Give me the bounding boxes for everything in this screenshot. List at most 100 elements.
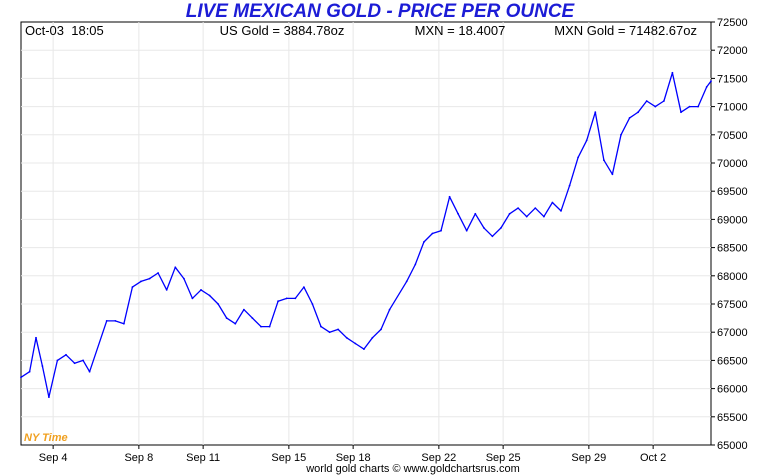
timezone-label: NY Time (24, 432, 68, 444)
y-tick-label: 72000 (717, 45, 748, 57)
data-point (225, 317, 228, 319)
data-point (217, 303, 220, 305)
data-point (551, 201, 554, 204)
data-point (191, 297, 194, 300)
data-point (354, 342, 357, 345)
data-point (294, 297, 297, 300)
y-tick-label: 68500 (717, 243, 748, 255)
data-point (320, 325, 322, 328)
y-tick-label: 66000 (717, 384, 748, 396)
data-point (560, 210, 562, 212)
data-point (405, 280, 408, 283)
series-layer (20, 71, 712, 398)
x-tick-label: Sep 22 (421, 452, 456, 464)
y-tick-label: 69000 (717, 214, 748, 226)
data-point (303, 286, 305, 288)
y-tick-label: 69500 (717, 186, 748, 198)
data-point (311, 303, 314, 305)
x-tick-label: Sep 25 (486, 452, 521, 464)
data-point (183, 277, 185, 280)
data-point (508, 212, 511, 215)
x-tick-label: Sep 18 (336, 452, 371, 464)
data-point (35, 336, 37, 339)
data-point (628, 117, 631, 119)
data-point (465, 229, 468, 232)
y-tick-label: 70000 (717, 158, 748, 170)
data-point (251, 317, 254, 319)
y-tick-label: 68000 (717, 271, 748, 283)
y-tick-label: 70500 (717, 130, 748, 142)
data-point (20, 376, 22, 379)
data-point (637, 111, 639, 114)
mxn-rate-readout: MXN = 18.4007 (415, 23, 506, 38)
data-point (697, 105, 699, 108)
grid-lines (21, 22, 711, 445)
x-tick-label: Sep 11 (186, 452, 220, 464)
data-point (337, 328, 339, 331)
plot-area (20, 21, 712, 446)
data-point (157, 272, 160, 274)
x-tick-label: Sep 29 (571, 452, 606, 464)
credit-line: world gold charts © www.goldchartsrus.co… (305, 463, 520, 475)
data-point (165, 289, 168, 291)
data-point (28, 370, 31, 373)
data-point (41, 365, 44, 367)
data-point (525, 215, 528, 218)
data-point (388, 308, 391, 311)
y-tick-label: 71500 (717, 73, 748, 85)
data-point (688, 105, 691, 108)
datetime-label: Oct-03 18:05 (25, 23, 104, 38)
y-tick-label: 67000 (717, 327, 748, 339)
data-point (474, 212, 477, 215)
x-tick-label: Sep 4 (39, 452, 68, 464)
data-point (603, 159, 605, 162)
data-point (431, 232, 434, 235)
data-point (380, 328, 382, 331)
data-point (663, 100, 665, 102)
data-point (543, 215, 545, 218)
data-point (440, 229, 442, 232)
data-point (56, 359, 59, 362)
data-point (483, 227, 485, 229)
mxn-gold-readout: MXN Gold = 71482.67oz (554, 23, 697, 38)
data-point (611, 173, 614, 176)
data-point (140, 280, 142, 283)
y-axis: 65000 65500 66000 66500 67000 67500 68000 68500… (711, 17, 748, 452)
data-point (268, 325, 271, 328)
data-point (414, 263, 417, 266)
y-tick-label: 67500 (717, 299, 748, 311)
data-point (200, 289, 202, 291)
y-tick-label: 72500 (717, 17, 748, 29)
data-point (654, 105, 657, 108)
data-point (568, 184, 571, 187)
x-axis: Sep 4 Sep 8 Sep 11 Sep 15 Sep 18 Sep 22 Sep 25… (39, 445, 666, 464)
data-point (491, 235, 494, 238)
data-point (680, 111, 682, 114)
us-gold-readout: US Gold = 3884.78oz (220, 23, 345, 38)
data-point (671, 71, 674, 74)
data-point (345, 336, 348, 339)
data-point (645, 100, 648, 102)
y-tick-label: 71000 (717, 102, 748, 114)
data-point (371, 336, 374, 339)
data-point (285, 297, 288, 300)
data-point (105, 320, 108, 322)
y-tick-label: 65000 (717, 440, 748, 452)
data-point (363, 348, 365, 350)
data-point (208, 294, 211, 297)
data-point (705, 86, 708, 88)
y-tick-label: 65500 (717, 412, 748, 424)
data-point (131, 286, 134, 288)
data-point (620, 133, 622, 136)
chart-title: LIVE MEXICAN GOLD - PRICE PER OUNCE (185, 1, 575, 22)
data-point (148, 277, 151, 280)
x-tick-label: Sep 15 (271, 452, 306, 464)
data-point (328, 331, 331, 334)
data-point (500, 227, 502, 229)
x-tick-label: Oct 2 (640, 452, 666, 464)
data-point (48, 396, 50, 398)
data-point (88, 370, 91, 373)
y-tick-label: 66500 (717, 355, 748, 367)
data-point (260, 325, 262, 328)
